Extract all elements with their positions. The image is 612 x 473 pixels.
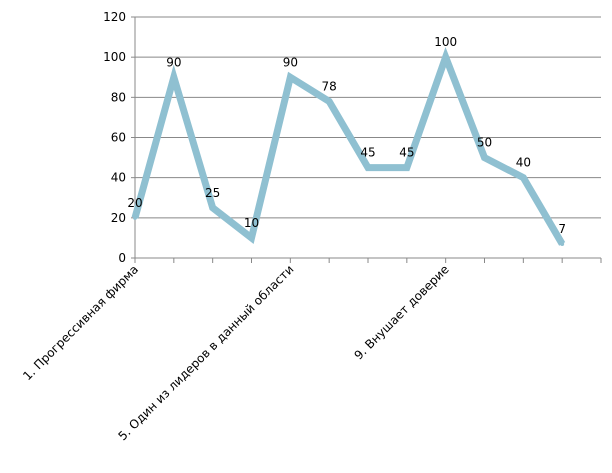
data-point <box>171 75 176 80</box>
data-label: 45 <box>360 146 375 160</box>
x-category-label: 9. Внушает доверие <box>351 262 451 362</box>
data-point <box>327 99 332 104</box>
data-point <box>443 55 448 60</box>
series-line <box>131 47 566 246</box>
data-label: 10 <box>244 216 259 230</box>
data-labels: 20 90 25 10 90 78 45 45 100 50 40 7 <box>127 35 566 236</box>
data-label: 25 <box>205 186 220 200</box>
data-point <box>210 205 215 210</box>
gridlines <box>135 16 601 219</box>
data-point <box>133 215 137 220</box>
data-label: 90 <box>283 55 298 69</box>
data-label: 78 <box>322 79 337 93</box>
series-polyline <box>131 47 566 246</box>
data-point <box>482 155 487 160</box>
data-label: 40 <box>516 156 531 170</box>
data-point <box>560 241 565 246</box>
data-label: 20 <box>127 196 142 210</box>
y-tick-label: 120 <box>103 10 126 24</box>
data-label: 90 <box>166 55 181 69</box>
y-tick-label: 100 <box>103 50 126 64</box>
data-point <box>366 165 370 170</box>
data-label: 50 <box>477 136 492 150</box>
data-point <box>288 75 293 80</box>
data-point <box>521 175 526 180</box>
y-tick-label: 60 <box>111 131 126 145</box>
data-label: 7 <box>558 222 566 236</box>
y-tick-label: 80 <box>111 90 126 104</box>
y-tick-label: 20 <box>111 211 126 225</box>
data-label: 45 <box>399 146 414 160</box>
y-tick-label: 0 <box>118 251 126 265</box>
y-tick-label: 40 <box>111 171 126 185</box>
data-label: 100 <box>434 35 457 49</box>
x-category-label: 1. Прогрессивная фирма <box>20 262 141 383</box>
data-point <box>249 235 254 240</box>
y-axis-ticks: 0 20 40 60 80 100 120 <box>103 10 135 265</box>
data-point <box>404 165 409 170</box>
x-category-label: 5. Один из лидеров в данный области <box>115 262 296 443</box>
